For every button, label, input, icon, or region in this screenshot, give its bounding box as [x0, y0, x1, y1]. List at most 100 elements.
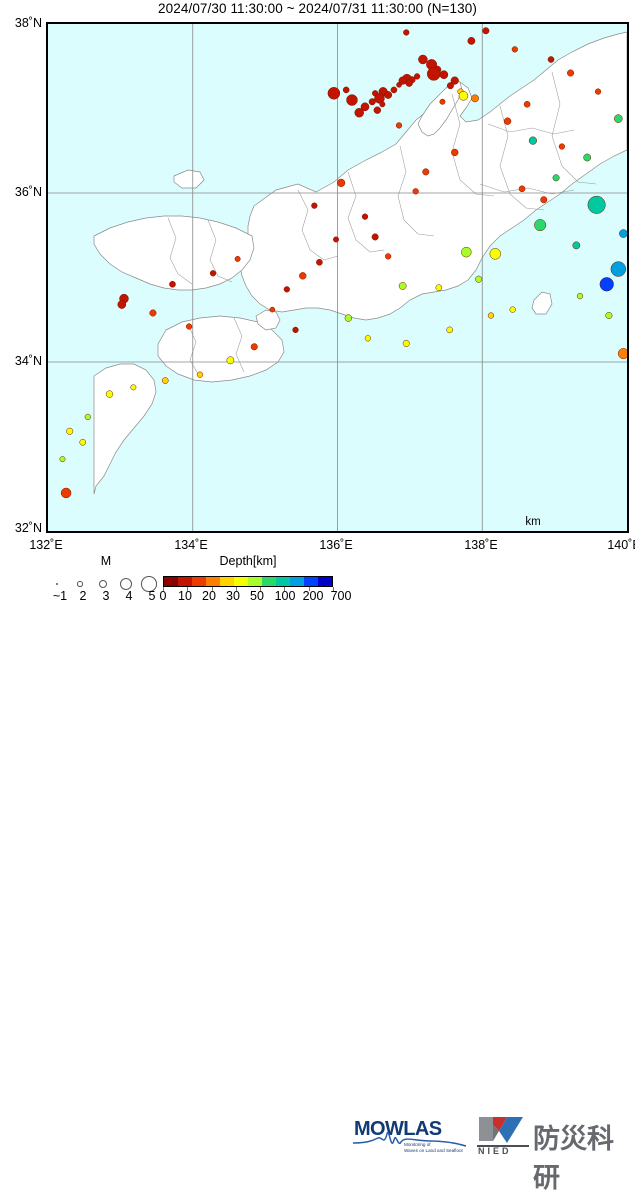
- earthquake-epicenter[interactable]: [439, 98, 446, 105]
- earthquake-epicenter[interactable]: [471, 94, 479, 103]
- earthquake-epicenter[interactable]: [475, 275, 483, 283]
- earthquake-epicenter[interactable]: [594, 88, 602, 95]
- earthquake-epicenter[interactable]: [269, 306, 276, 313]
- earthquake-epicenter[interactable]: [426, 67, 441, 81]
- earthquake-epicenter[interactable]: [342, 86, 350, 94]
- seismicity-map[interactable]: km 0 50 100: [46, 22, 629, 533]
- earthquake-epicenter[interactable]: [209, 270, 217, 277]
- earthquake-epicenter[interactable]: [482, 27, 490, 35]
- earthquake-epicenter[interactable]: [528, 136, 537, 145]
- earthquake-epicenter[interactable]: [169, 280, 176, 288]
- earthquake-epicenter[interactable]: [60, 487, 72, 499]
- earthquake-epicenter[interactable]: [344, 314, 353, 322]
- earthquake-epicenter[interactable]: [439, 70, 449, 80]
- earthquake-epicenter[interactable]: [66, 427, 74, 435]
- earthquake-epicenter[interactable]: [587, 195, 606, 214]
- earthquake-epicenter[interactable]: [234, 255, 241, 262]
- earthquake-epicenter[interactable]: [540, 196, 548, 204]
- earthquake-epicenter[interactable]: [299, 272, 307, 280]
- earthquake-epicenter[interactable]: [59, 456, 66, 463]
- earthquake-epicenter[interactable]: [398, 282, 407, 290]
- earthquake-epicenter[interactable]: [292, 326, 299, 334]
- earthquake-epicenter[interactable]: [446, 326, 453, 334]
- earthquake-epicenter[interactable]: [446, 82, 454, 90]
- earthquake-epicenter[interactable]: [489, 248, 501, 260]
- earthquake-epicenter[interactable]: [405, 79, 413, 87]
- earthquake-epicenter[interactable]: [364, 335, 372, 342]
- earthquake-epicenter[interactable]: [79, 438, 87, 446]
- earthquake-epicenter[interactable]: [523, 100, 531, 108]
- earthquake-epicenter-layer[interactable]: [59, 27, 627, 499]
- earthquake-epicenter[interactable]: [161, 377, 169, 384]
- earthquake-epicenter[interactable]: [311, 202, 318, 209]
- earthquake-epicenter[interactable]: [333, 236, 339, 243]
- earthquake-epicenter[interactable]: [412, 188, 419, 195]
- earthquake-epicenter[interactable]: [552, 174, 560, 182]
- earthquake-epicenter[interactable]: [346, 94, 358, 106]
- earthquake-epicenter[interactable]: [402, 339, 410, 347]
- earthquake-epicenter[interactable]: [450, 76, 459, 85]
- earthquake-epicenter[interactable]: [547, 56, 555, 63]
- earthquake-epicenter[interactable]: [413, 73, 421, 80]
- earthquake-epicenter[interactable]: [117, 300, 127, 309]
- earthquake-epicenter[interactable]: [572, 241, 581, 250]
- earthquake-epicenter[interactable]: [373, 106, 381, 114]
- earthquake-epicenter[interactable]: [354, 107, 364, 118]
- earthquake-epicenter[interactable]: [396, 82, 402, 88]
- earthquake-epicenter[interactable]: [558, 143, 565, 150]
- earthquake-epicenter[interactable]: [337, 178, 346, 187]
- earthquake-epicenter[interactable]: [509, 306, 516, 313]
- earthquake-epicenter[interactable]: [614, 114, 623, 123]
- earthquake-epicenter[interactable]: [371, 233, 379, 241]
- earthquake-epicenter[interactable]: [196, 371, 204, 378]
- lat-label-38n: 38˚N: [14, 16, 42, 30]
- earthquake-epicenter[interactable]: [379, 101, 386, 108]
- nied-logo-mark: [479, 1117, 523, 1143]
- earthquake-epicenter[interactable]: [368, 98, 376, 106]
- shikoku-island: [157, 315, 285, 383]
- earthquake-epicenter[interactable]: [435, 284, 443, 291]
- earthquake-epicenter[interactable]: [403, 29, 410, 36]
- earthquake-epicenter[interactable]: [398, 76, 407, 85]
- earthquake-epicenter[interactable]: [374, 93, 385, 104]
- lat-label-36n: 36˚N: [14, 185, 42, 199]
- magnitude-label-3: 3: [102, 589, 110, 603]
- earthquake-epicenter[interactable]: [149, 309, 157, 317]
- earthquake-epicenter[interactable]: [610, 261, 627, 277]
- earthquake-epicenter[interactable]: [534, 219, 547, 232]
- depth-tick-4: [260, 587, 261, 591]
- earthquake-epicenter[interactable]: [503, 117, 512, 125]
- earthquake-epicenter[interactable]: [384, 91, 393, 99]
- earthquake-epicenter[interactable]: [487, 312, 495, 319]
- earthquake-epicenter[interactable]: [327, 87, 341, 100]
- earthquake-epicenter[interactable]: [461, 246, 472, 258]
- earthquake-epicenter[interactable]: [599, 277, 614, 292]
- depth-color-segment-1: [178, 577, 192, 586]
- earthquake-epicenter[interactable]: [360, 102, 370, 112]
- earthquake-epicenter[interactable]: [619, 229, 627, 238]
- earthquake-epicenter[interactable]: [467, 37, 476, 45]
- earthquake-epicenter[interactable]: [385, 253, 392, 260]
- earthquake-epicenter[interactable]: [576, 292, 584, 300]
- earthquake-epicenter[interactable]: [283, 286, 290, 293]
- earthquake-epicenter[interactable]: [605, 312, 613, 320]
- earthquake-epicenter[interactable]: [511, 46, 518, 53]
- earthquake-epicenter[interactable]: [226, 356, 235, 365]
- earthquake-epicenter[interactable]: [186, 323, 193, 330]
- earthquake-epicenter[interactable]: [390, 86, 398, 94]
- earthquake-epicenter[interactable]: [451, 148, 459, 157]
- earthquake-epicenter[interactable]: [250, 343, 258, 351]
- earthquake-epicenter[interactable]: [583, 153, 592, 162]
- earthquake-epicenter[interactable]: [567, 69, 575, 77]
- earthquake-epicenter[interactable]: [458, 91, 469, 101]
- earthquake-epicenter[interactable]: [395, 122, 403, 129]
- earthquake-epicenter[interactable]: [617, 348, 627, 360]
- earthquake-epicenter[interactable]: [361, 213, 369, 220]
- earthquake-epicenter[interactable]: [105, 390, 114, 398]
- earthquake-epicenter[interactable]: [316, 258, 323, 266]
- earthquake-epicenter[interactable]: [418, 54, 428, 65]
- earthquake-epicenter[interactable]: [84, 413, 91, 421]
- earthquake-epicenter[interactable]: [518, 185, 526, 193]
- earthquake-epicenter[interactable]: [422, 168, 430, 176]
- earthquake-epicenter[interactable]: [130, 384, 137, 391]
